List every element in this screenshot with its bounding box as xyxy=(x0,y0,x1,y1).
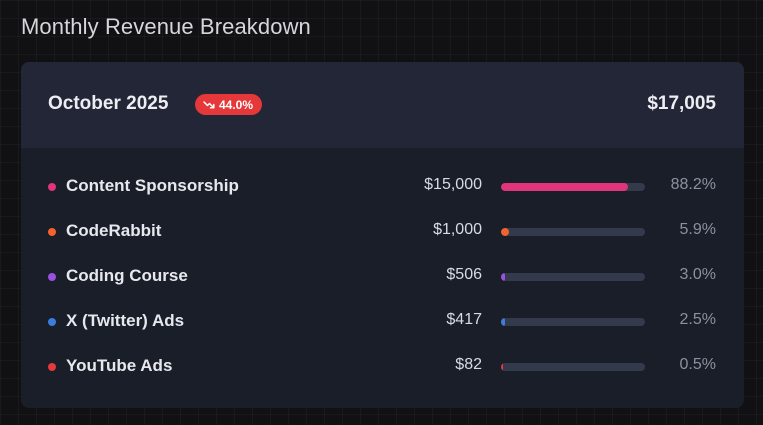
source-amount: $417 xyxy=(446,311,482,328)
color-dot-icon xyxy=(48,273,56,281)
revenue-list: Content Sponsorship $15,000 88.2% CodeRa… xyxy=(21,165,744,390)
source-amount: $1,000 xyxy=(433,221,482,238)
trending-down-icon xyxy=(203,100,215,110)
source-percent: 88.2% xyxy=(670,176,716,193)
revenue-row: X (Twitter) Ads $417 2.5% xyxy=(21,300,744,345)
color-dot-icon xyxy=(48,183,56,191)
color-dot-icon xyxy=(48,363,56,371)
source-name: CodeRabbit xyxy=(66,221,162,240)
color-dot-icon xyxy=(48,228,56,236)
page-title: Monthly Revenue Breakdown xyxy=(21,14,311,39)
revenue-row: Content Sponsorship $15,000 88.2% xyxy=(21,165,744,210)
source-percent: 0.5% xyxy=(679,356,716,373)
revenue-row: Coding Course $506 3.0% xyxy=(21,255,744,300)
revenue-card: October 2025 44.0% $17,005 Content Spons… xyxy=(21,62,744,408)
share-bar-fill xyxy=(501,273,506,281)
source-percent: 2.5% xyxy=(679,311,716,328)
share-bar xyxy=(501,273,645,281)
total-revenue: $17,005 xyxy=(647,93,716,114)
source-name: Coding Course xyxy=(66,266,188,285)
share-bar-fill xyxy=(501,228,510,236)
source-amount: $82 xyxy=(455,356,482,373)
period-label: October 2025 xyxy=(48,93,169,114)
source-name: YouTube Ads xyxy=(66,356,173,375)
revenue-row: YouTube Ads $82 0.5% xyxy=(21,345,744,390)
source-amount: $15,000 xyxy=(424,176,482,193)
share-bar xyxy=(501,183,645,191)
source-amount: $506 xyxy=(446,266,482,283)
change-value: 44.0% xyxy=(219,97,254,112)
source-name: X (Twitter) Ads xyxy=(66,311,185,330)
share-bar-fill xyxy=(501,363,503,371)
share-bar-fill xyxy=(501,318,505,326)
change-badge: 44.0% xyxy=(195,94,263,115)
source-percent: 3.0% xyxy=(679,266,716,283)
color-dot-icon xyxy=(48,318,56,326)
share-bar xyxy=(501,363,645,371)
card-header: October 2025 44.0% $17,005 xyxy=(21,62,744,148)
share-bar xyxy=(501,228,645,236)
source-name: Content Sponsorship xyxy=(66,176,239,195)
revenue-row: CodeRabbit $1,000 5.9% xyxy=(21,210,744,255)
share-bar-fill xyxy=(501,183,628,191)
source-percent: 5.9% xyxy=(679,221,716,238)
share-bar xyxy=(501,318,645,326)
